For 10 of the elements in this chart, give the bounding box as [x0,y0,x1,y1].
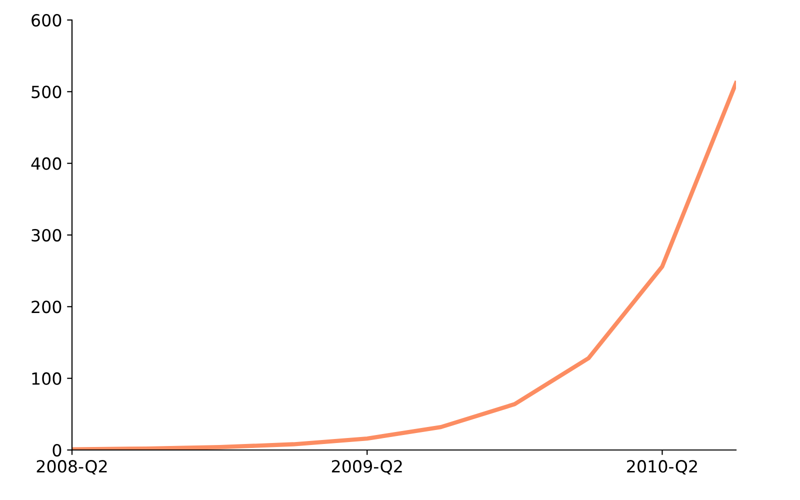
y-tick-label: 0 [52,444,62,457]
y-tick-label: 600 [32,14,62,27]
y-tick-label: 300 [32,228,62,242]
x-tick-label: 2008-Q2 [36,460,107,475]
y-tick-label: 200 [32,300,62,314]
y-tick-label: 400 [31,157,62,170]
y-tick-label: 100 [32,372,62,385]
y-tick-label: 500 [32,86,62,98]
x-tick-label: 2010-Q2 [627,460,697,475]
x-tick-label: 2009-Q2 [332,460,402,475]
